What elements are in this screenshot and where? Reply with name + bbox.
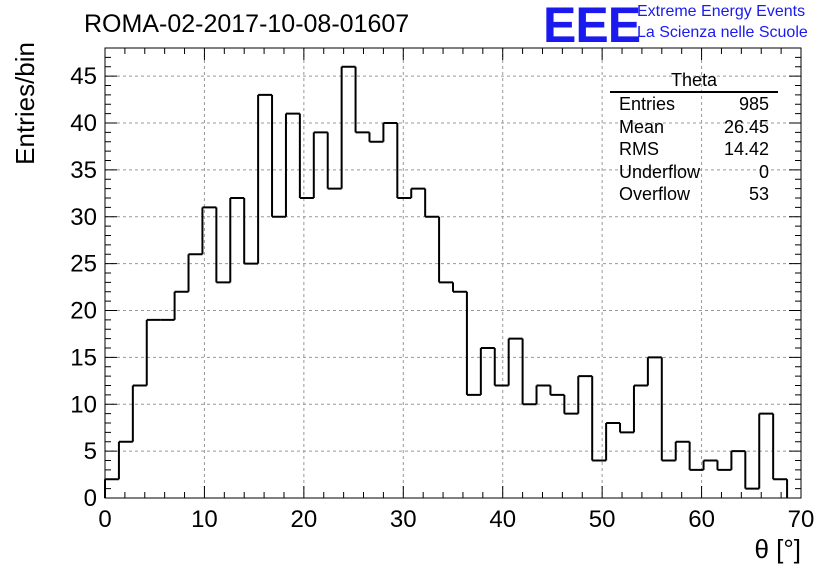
chart-title: ROMA-02-2017-10-08-01607: [84, 10, 410, 38]
stats-label: Overflow: [619, 184, 691, 205]
x-tick-label: 10: [191, 506, 218, 533]
plot-frame: [104, 47, 802, 499]
x-tick-label: 60: [688, 506, 715, 533]
stats-row-mean: Mean 26.45: [610, 116, 778, 139]
x-tick-label: 30: [390, 506, 417, 533]
x-tick-label: 50: [589, 506, 616, 533]
x-tick-label: 0: [98, 506, 111, 533]
y-tick-label: 35: [70, 157, 97, 184]
stats-title: Theta: [610, 70, 778, 93]
y-tick-label: 25: [70, 251, 97, 278]
y-tick-label: 15: [70, 344, 97, 371]
y-tick-label: 5: [84, 438, 97, 465]
x-tick-label: 20: [291, 506, 318, 533]
stats-value: 0: [758, 161, 769, 182]
stats-label: Mean: [619, 116, 665, 137]
stats-row-underflow: Underflow 0: [610, 161, 778, 184]
x-axis-label: θ [°]: [754, 534, 801, 564]
eee-logo: EEE: [543, 0, 641, 53]
stats-row-overflow: Overflow 53: [610, 183, 778, 206]
y-tick-label: 10: [70, 391, 97, 418]
y-axis-label: Entries/bin: [10, 42, 40, 165]
stats-row-rms: RMS 14.42: [610, 138, 778, 161]
stats-value: 26.45: [723, 116, 769, 137]
y-tick-label: 0: [84, 485, 97, 512]
stats-value: 985: [738, 94, 769, 114]
stats-label: RMS: [619, 139, 659, 160]
logo-text-line1: Extreme Energy Events: [637, 3, 806, 20]
x-tick-label: 40: [489, 506, 516, 533]
stats-label: Entries: [619, 94, 676, 114]
stats-label: Underflow: [619, 161, 701, 182]
stats-value: 53: [748, 184, 769, 205]
stats-value: 14.42: [723, 139, 769, 160]
x-tick-label: 70: [788, 506, 815, 533]
y-tick-label: 20: [70, 298, 97, 325]
stats-row-entries: Entries 985: [610, 93, 778, 116]
y-tick-label: 30: [70, 204, 97, 231]
y-tick-label: 40: [70, 110, 97, 137]
logo-text-line2: La Scienza nelle Scuole: [637, 24, 808, 41]
y-tick-label: 45: [70, 63, 97, 90]
stats-box: Theta Entries 985 Mean 26.45 RMS 14.42 U…: [610, 70, 778, 206]
